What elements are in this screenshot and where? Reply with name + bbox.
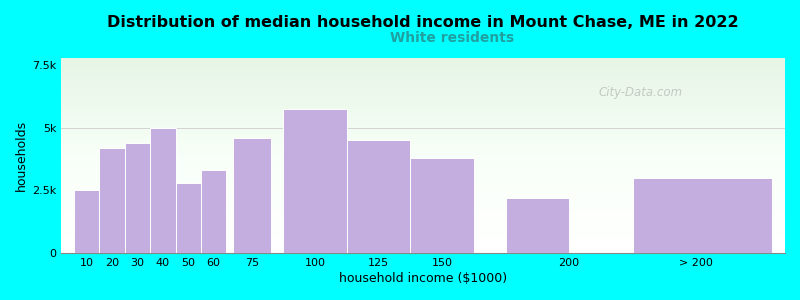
Bar xyxy=(175,183,201,253)
X-axis label: household income ($1000): household income ($1000) xyxy=(339,272,507,285)
Bar xyxy=(201,170,226,253)
Bar xyxy=(99,148,125,253)
Bar xyxy=(233,138,270,253)
Text: City-Data.com: City-Data.com xyxy=(598,86,682,99)
Bar xyxy=(283,109,347,253)
Text: White residents: White residents xyxy=(390,32,514,46)
Bar xyxy=(150,128,175,253)
Bar xyxy=(506,198,569,253)
Bar xyxy=(125,143,150,253)
Title: Distribution of median household income in Mount Chase, ME in 2022: Distribution of median household income … xyxy=(107,15,739,30)
Bar xyxy=(633,178,772,253)
Bar xyxy=(74,190,99,253)
Bar xyxy=(347,140,410,253)
Y-axis label: households: households xyxy=(15,120,28,191)
Bar xyxy=(410,158,474,253)
